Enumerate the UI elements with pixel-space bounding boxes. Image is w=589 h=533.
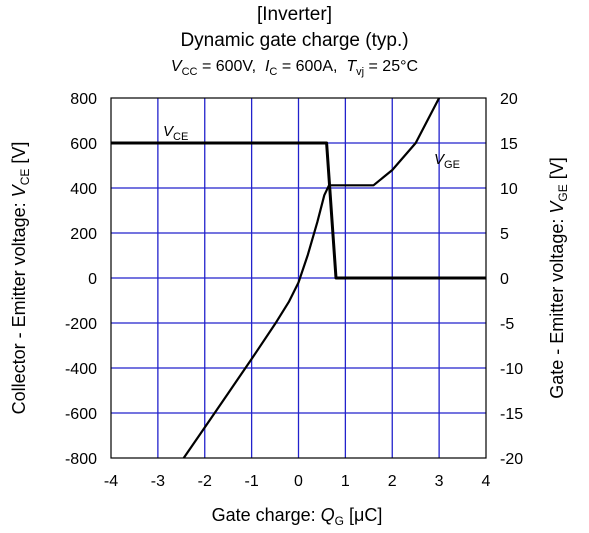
x-tick-label: -3 [151,473,165,490]
y-left-tick-label: 0 [88,271,97,288]
y-right-tick-label: -5 [500,316,514,333]
grid-lines [111,98,486,458]
y-right-tick-label: 5 [500,226,509,243]
y-left-tick-label: -400 [65,361,97,378]
y-right-axis-label-subscript: GE [556,184,570,201]
x-tick-label: -2 [198,473,212,490]
ic-value: = 600A, [281,58,338,75]
test-conditions: VCC = 600V, IC = 600A, Tvj = 25°C [0,58,589,78]
x-tick-label: 3 [435,473,444,490]
y-right-tick-label: 10 [500,181,518,198]
tvj-value: = 25°C [368,58,419,75]
x-axis-label-text: Gate charge: [212,505,316,525]
x-axis-label-unit: [μC] [349,505,382,525]
x-tick-label: -1 [245,473,259,490]
y-left-tick-label: 400 [70,181,97,198]
y-left-tick-label: 600 [70,136,97,153]
y-right-tick-label: 20 [500,91,518,108]
y-right-axis-label-text: Gate - Emitter voltage: [547,219,567,399]
vcc-subscript: CC [181,66,198,79]
ic-symbol: I [264,58,270,75]
y-right-tick-label: 15 [500,136,518,153]
x-axis-label: Gate charge: QG [μC] [212,505,383,529]
tvj-subscript: vj [356,66,365,79]
x-tick-label: 2 [388,473,397,490]
vge-series-label: VGE [434,151,460,171]
x-axis-label-subscript: G [335,514,344,528]
y-right-axis-label-symbol: V [547,200,567,214]
y-left-tick-label: 200 [70,226,97,243]
series-line-vge [182,97,441,459]
chart-title-line1: [Inverter] [257,4,332,25]
y-left-tick-label: -600 [65,406,97,423]
y-right-tick-label: -10 [500,361,523,378]
y-left-axis-label-symbol: V [9,183,29,197]
series-line-vce [111,141,486,280]
vce-label-subscript: CE [173,131,188,143]
y-right-axis-label: Gate - Emitter voltage: VGE [V] [547,157,571,398]
y-left-axis-label-text: Collector - Emitter voltage: [9,202,29,414]
y-left-axis-label-unit: [V] [9,142,29,164]
x-tick-label: 0 [294,473,303,490]
y-right-tick-label: -15 [500,406,523,423]
x-axis-label-symbol: Q [321,505,335,525]
y-right-tick-label: 0 [500,271,509,288]
plot-frame [110,97,487,459]
x-tick-label: 4 [482,473,491,490]
data-curves [111,97,486,459]
vge-label-symbol: V [434,151,446,168]
y-left-tick-label: -800 [65,451,97,468]
y-left-tick-label: 800 [70,91,97,108]
ic-subscript: C [269,66,278,79]
y-left-axis-label: Collector - Emitter voltage: VCE [V] [9,142,33,415]
y-left-tick-label: -200 [65,316,97,333]
vce-label-symbol: V [163,123,175,140]
vce-series-label: VCE [163,123,188,143]
x-tick-label: 1 [341,473,350,490]
chart-title: Dynamic gate charge (typ.) [180,30,409,51]
y-left-axis-label-subscript: CE [18,169,32,186]
vcc-symbol: V [170,58,182,75]
tick-labels: -4 -3 -2 -1 0 1 2 3 48006004002000-200-400-600-8… [65,91,523,490]
vcc-value: = 600V, [201,58,257,75]
x-tick-label: -4 [104,473,118,490]
y-right-tick-label: -20 [500,451,523,468]
tvj-symbol: T [346,58,357,75]
vge-label-subscript: GE [444,159,460,171]
y-right-axis-label-unit: [V] [547,157,567,179]
